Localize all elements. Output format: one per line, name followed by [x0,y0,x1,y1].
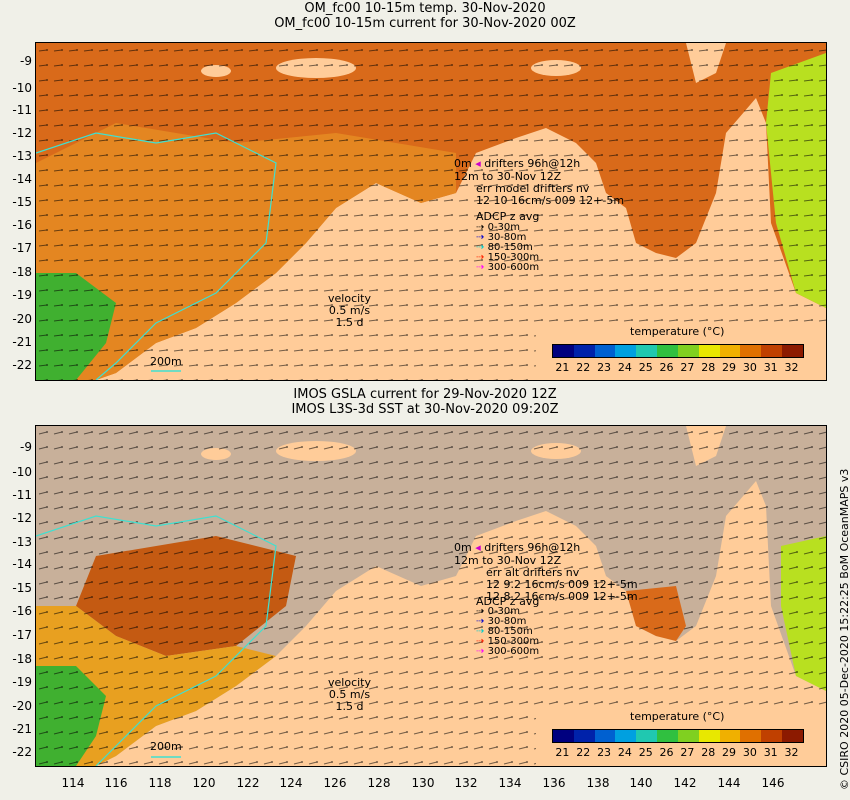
top-200m-contour [36,132,277,380]
top-y-label: -13 [12,149,32,163]
x-label: 114 [61,776,85,790]
bottom-adcp-3: ⇢ 150-300m [476,636,540,647]
bottom-drifter-l5: 12 8.2 16cm/s 009 12+-5m [486,590,638,603]
bottom-title-line1: IMOS GSLA current for 29-Nov-2020 12Z [293,387,557,402]
bottom-y-label: -13 [12,535,32,549]
bottom-y-label: -10 [12,465,32,479]
bottom-y-label: -9 [20,440,32,454]
top-y-label: -10 [12,81,32,95]
bottom-contour-label: 200m [150,740,182,753]
top-y-label: -16 [12,218,32,232]
top-y-label: -19 [12,288,32,302]
bottom-colorbar [552,729,804,743]
top-drifter-l4: 12 10 16cm/s 009 12+-5m [476,194,625,207]
top-velocity-duration: 1.5 d [335,316,364,329]
top-drifter-l3: err model drifters nv [476,182,590,195]
bottom-velocity-duration: 1.5 d [335,700,364,713]
bottom-y-label: -19 [12,675,32,689]
x-label: 128 [367,776,391,790]
bottom-adcp-0: ⇢ 0-30m [476,606,521,617]
bottom-y-label: -16 [12,604,32,618]
top-title-line1: OM_fc00 10-15m temp. 30-Nov-2020 [304,1,546,16]
x-label: 120 [192,776,216,790]
bottom-adcp-2: ⇢ 80-150m [476,626,533,637]
bottom-y-label: -11 [12,488,32,502]
bottom-y-label: -15 [12,581,32,595]
x-label: 146 [761,776,785,790]
x-label: 136 [542,776,566,790]
top-y-label: -21 [12,335,32,349]
x-label: 144 [717,776,741,790]
top-velocity-key: velocity 0.5 m/s 1.5 d [328,293,371,329]
bottom-drifter-l3: err alt drifters nv [486,566,580,579]
bottom-map-svg [36,426,826,766]
bottom-y-label: -17 [12,628,32,642]
top-y-label: -12 [12,126,32,140]
top-map-svg [36,43,826,380]
top-drifter-l1: 0m ◂ drifters 96h@12h [454,157,581,170]
bottom-adcp-4: ⇢ 300-600m [476,646,540,657]
top-y-label: -22 [12,358,32,372]
top-y-label: -11 [12,103,32,117]
top-adcp-0: ⇢ 0-30m [476,222,521,233]
x-label: 140 [629,776,653,790]
bottom-y-label: -12 [12,511,32,525]
bottom-200m-contour [36,515,277,766]
top-y-label: -20 [12,312,32,326]
bottom-velocity-key: velocity 0.5 m/s 1.5 d [328,677,371,713]
top-colorbar-title: temperature (°C) [630,325,725,338]
x-label: 122 [236,776,260,790]
bottom-drifter-l2: 12m to 30-Nov 12Z [454,554,562,567]
top-y-label: -15 [12,195,32,209]
top-contour-label: 200m [150,355,182,368]
x-label: 126 [323,776,347,790]
bottom-colorbar-ticks: 21 22 23 24 25 26 27 28 29 30 31 32 [555,746,799,759]
bottom-y-label: -18 [12,652,32,666]
bottom-drifter-l1: 0m ◂ drifters 96h@12h [454,541,581,554]
top-colorbar-ticks: 21 22 23 24 25 26 27 28 29 30 31 32 [555,361,799,374]
bottom-velocity-speed: 0.5 m/s [328,688,371,701]
bottom-y-label: -20 [12,699,32,713]
x-label: 116 [104,776,128,790]
bottom-title-line2: IMOS L3S-3d SST at 30-Nov-2020 09:20Z [291,402,559,417]
bottom-colorbar-title: temperature (°C) [630,710,725,723]
top-adcp-1: ⇢ 30-80m [476,232,527,243]
x-label: 132 [454,776,478,790]
x-label: 118 [148,776,172,790]
credit-text: © CSIRO 2020 05-Dec-2020 15:22:25 BoM Oc… [838,468,850,790]
bottom-adcp-legend: ⇢ 0-30m ⇢ 30-80m ⇢ 80-150m ⇢ 150-300m ⇢ … [476,607,539,657]
top-y-label: -14 [12,172,32,186]
top-velocity-title: velocity [328,292,371,305]
top-title-line2: OM_fc00 10-15m current for 30-Nov-2020 0… [274,16,576,31]
x-label: 142 [673,776,697,790]
top-drifter-l2: 12m to 30-Nov 12Z [454,170,562,183]
x-label: 130 [411,776,435,790]
bottom-adcp-1: ⇢ 30-80m [476,616,527,627]
top-adcp-4: ⇢ 300-600m [476,262,540,273]
bottom-y-label: -22 [12,745,32,759]
x-label: 138 [586,776,610,790]
bottom-y-label: -14 [12,557,32,571]
bottom-velocity-title: velocity [328,676,371,689]
top-adcp-2: ⇢ 80-150m [476,242,533,253]
top-adcp-3: ⇢ 150-300m [476,252,540,263]
bottom-adcp-title: ADCP z avg [476,595,540,608]
x-label: 134 [498,776,522,790]
bottom-drifter-l4: 12 9.2 16cm/s 009 12+-5m [486,578,638,591]
top-y-label: -17 [12,241,32,255]
top-velocity-speed: 0.5 m/s [328,304,371,317]
top-adcp-title: ADCP z avg [476,210,540,223]
x-label: 124 [279,776,303,790]
top-y-label: -18 [12,265,32,279]
bottom-map-panel [35,425,827,767]
top-y-label: -9 [20,54,32,68]
top-adcp-legend: ⇢ 0-30m ⇢ 30-80m ⇢ 80-150m ⇢ 150-300m ⇢ … [476,223,539,273]
top-map-panel [35,42,827,381]
top-colorbar [552,344,804,358]
bottom-y-label: -21 [12,722,32,736]
